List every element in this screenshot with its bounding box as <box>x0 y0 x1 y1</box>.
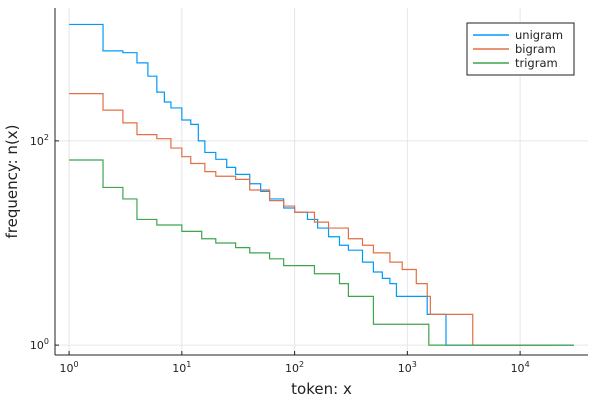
legend-label-trigram: trigram <box>515 56 558 70</box>
x-axis-label: token: x <box>291 380 352 398</box>
axes: 100 101 102 103 104 100 102 <box>30 8 588 375</box>
y-axis-label: frequency: n(x) <box>3 124 21 238</box>
series-line-trigram <box>69 159 574 346</box>
series-line-unigram <box>69 23 574 346</box>
y-tick-label: 100 <box>30 337 49 352</box>
series-line-bigram <box>69 93 555 346</box>
x-tick-label: 101 <box>172 360 191 375</box>
series-layer <box>69 23 574 346</box>
y-tick-label: 102 <box>30 133 49 148</box>
x-tick-label: 102 <box>285 360 304 375</box>
legend-label-bigram: bigram <box>515 42 556 56</box>
x-tick-label: 100 <box>60 360 79 375</box>
legend-label-unigram: unigram <box>515 28 563 42</box>
x-tick-label: 103 <box>398 360 417 375</box>
x-tick-label: 104 <box>511 360 530 375</box>
